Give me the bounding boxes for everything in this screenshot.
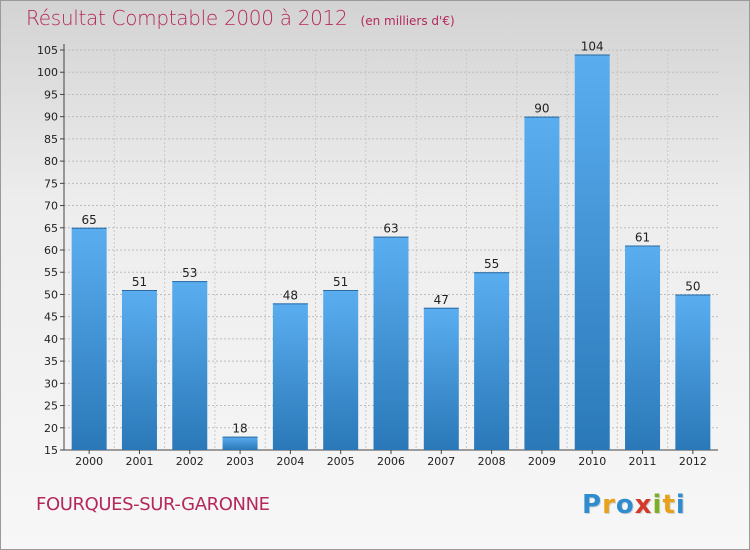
bar: [625, 245, 661, 450]
y-tick-label: 90: [44, 111, 58, 124]
bar: [423, 307, 459, 450]
bar: [172, 281, 208, 450]
bar: [121, 290, 157, 450]
logo-letter: i: [652, 490, 663, 520]
data-label: 55: [484, 257, 499, 271]
y-tick-label: 50: [44, 288, 58, 301]
bar: [474, 272, 510, 450]
x-tick-label: 2009: [528, 455, 556, 468]
labels: 15 20 25 30 35 40 45 50 55 60 65 70 75 80 85 90 95 100 105…: [37, 39, 707, 468]
bars: [71, 54, 711, 451]
y-tick-label: 30: [44, 377, 58, 390]
chart-subtitle: (en milliers d'€): [360, 14, 455, 28]
data-label: 51: [333, 275, 348, 289]
y-tick-label: 100: [37, 66, 58, 79]
logo-letter: i: [675, 490, 686, 520]
chart-title: Résultat Comptable 2000 à 2012: [26, 6, 348, 30]
x-tick-label: 2007: [427, 455, 455, 468]
y-tick-label: 95: [44, 88, 58, 101]
data-label: 61: [635, 231, 650, 245]
x-tick-label: 2004: [276, 455, 304, 468]
x-tick-label: 2008: [478, 455, 506, 468]
bar: [323, 290, 359, 450]
y-tick-label: 15: [44, 444, 58, 457]
y-tick-label: 45: [44, 311, 58, 324]
bar: [524, 116, 560, 451]
bar: [272, 303, 308, 450]
x-tick-label: 2001: [125, 455, 153, 468]
logo-letter: P: [582, 490, 603, 520]
y-tick-label: 20: [44, 422, 58, 435]
data-label: 18: [232, 422, 247, 436]
bar: [574, 54, 610, 450]
y-tick-label: 55: [44, 266, 58, 279]
data-label: 104: [581, 39, 604, 53]
data-label: 47: [434, 293, 449, 307]
data-label: 53: [182, 266, 197, 280]
x-tick-label: 2006: [377, 455, 405, 468]
bar: [373, 236, 409, 450]
data-label: 50: [685, 279, 700, 293]
data-label: 63: [383, 222, 398, 236]
logo-letter: r: [602, 490, 616, 520]
y-tick-label: 35: [44, 355, 58, 368]
bar: [71, 227, 107, 450]
logo-letter: o: [615, 490, 635, 520]
y-tick-label: 70: [44, 200, 58, 213]
x-tick-label: 2010: [578, 455, 606, 468]
y-tick-label: 60: [44, 244, 58, 257]
x-tick-label: 2011: [629, 455, 657, 468]
x-tick-label: 2003: [226, 455, 254, 468]
data-label: 51: [132, 275, 147, 289]
bar: [222, 436, 258, 450]
x-tick-label: 2002: [176, 455, 204, 468]
y-tick-label: 65: [44, 222, 58, 235]
x-tick-label: 2005: [327, 455, 355, 468]
chart-title-block: Résultat Comptable 2000 à 2012 (en milli…: [26, 6, 455, 30]
logo-letter: t: [662, 490, 676, 520]
data-label: 65: [82, 213, 97, 227]
proxiti-logo[interactable]: Proxiti: [582, 490, 686, 520]
data-label: 48: [283, 288, 298, 302]
y-tick-label: 25: [44, 400, 58, 413]
y-tick-label: 40: [44, 333, 58, 346]
x-tick-label: 2000: [75, 455, 103, 468]
commune-name: FOURQUES-SUR-GARONNE: [36, 494, 270, 515]
y-tick-label: 75: [44, 177, 58, 190]
y-tick-label: 85: [44, 133, 58, 146]
x-tick-label: 2012: [679, 455, 707, 468]
data-label: 90: [534, 102, 549, 116]
y-tick-label: 80: [44, 155, 58, 168]
y-tick-label: 105: [37, 44, 58, 57]
bar: [675, 294, 711, 450]
logo-letter: x: [634, 490, 653, 520]
